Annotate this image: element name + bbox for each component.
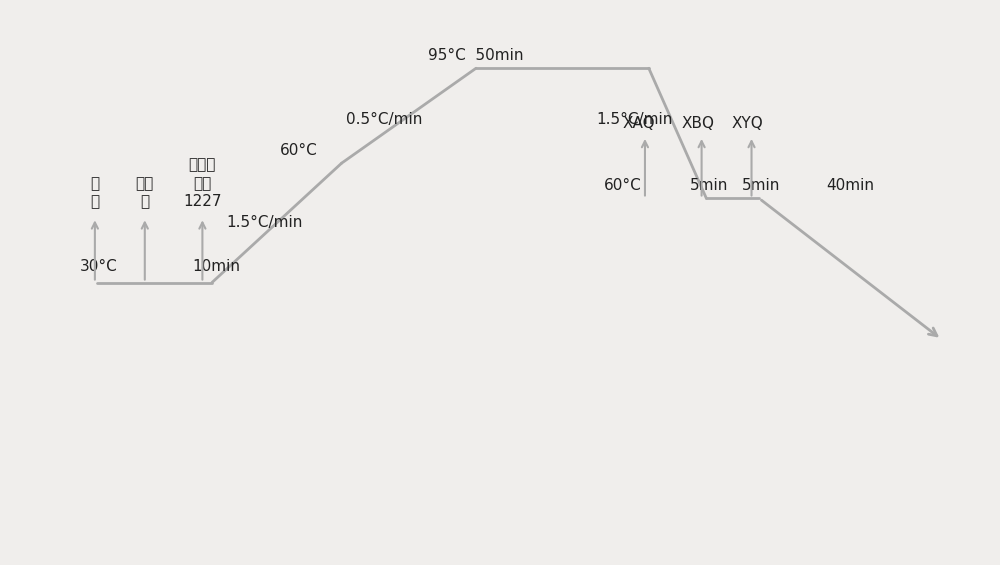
Text: 30°C: 30°C bbox=[80, 259, 118, 275]
Text: 1.5°C/min: 1.5°C/min bbox=[226, 215, 303, 231]
Text: 醋
酸: 醋 酸 bbox=[90, 176, 99, 209]
Text: XAQ: XAQ bbox=[623, 116, 656, 131]
Text: XYQ: XYQ bbox=[732, 116, 764, 131]
Text: 10min: 10min bbox=[193, 259, 241, 275]
Text: 5min: 5min bbox=[742, 178, 780, 193]
Text: 95°C  50min: 95°C 50min bbox=[428, 48, 524, 63]
Text: 60°C: 60°C bbox=[604, 178, 642, 193]
Text: 60°C: 60°C bbox=[280, 143, 318, 158]
Text: 0.5°C/min: 0.5°C/min bbox=[346, 112, 423, 127]
Text: 5min: 5min bbox=[690, 178, 728, 193]
Text: XBQ: XBQ bbox=[681, 116, 714, 131]
Text: 1.5°C/min: 1.5°C/min bbox=[596, 112, 672, 127]
Text: 腻纶匀
染剂
1227: 腻纶匀 染剂 1227 bbox=[183, 157, 222, 209]
Text: 40min: 40min bbox=[826, 178, 874, 193]
Text: 醋酸
鈢: 醋酸 鈢 bbox=[136, 176, 154, 209]
